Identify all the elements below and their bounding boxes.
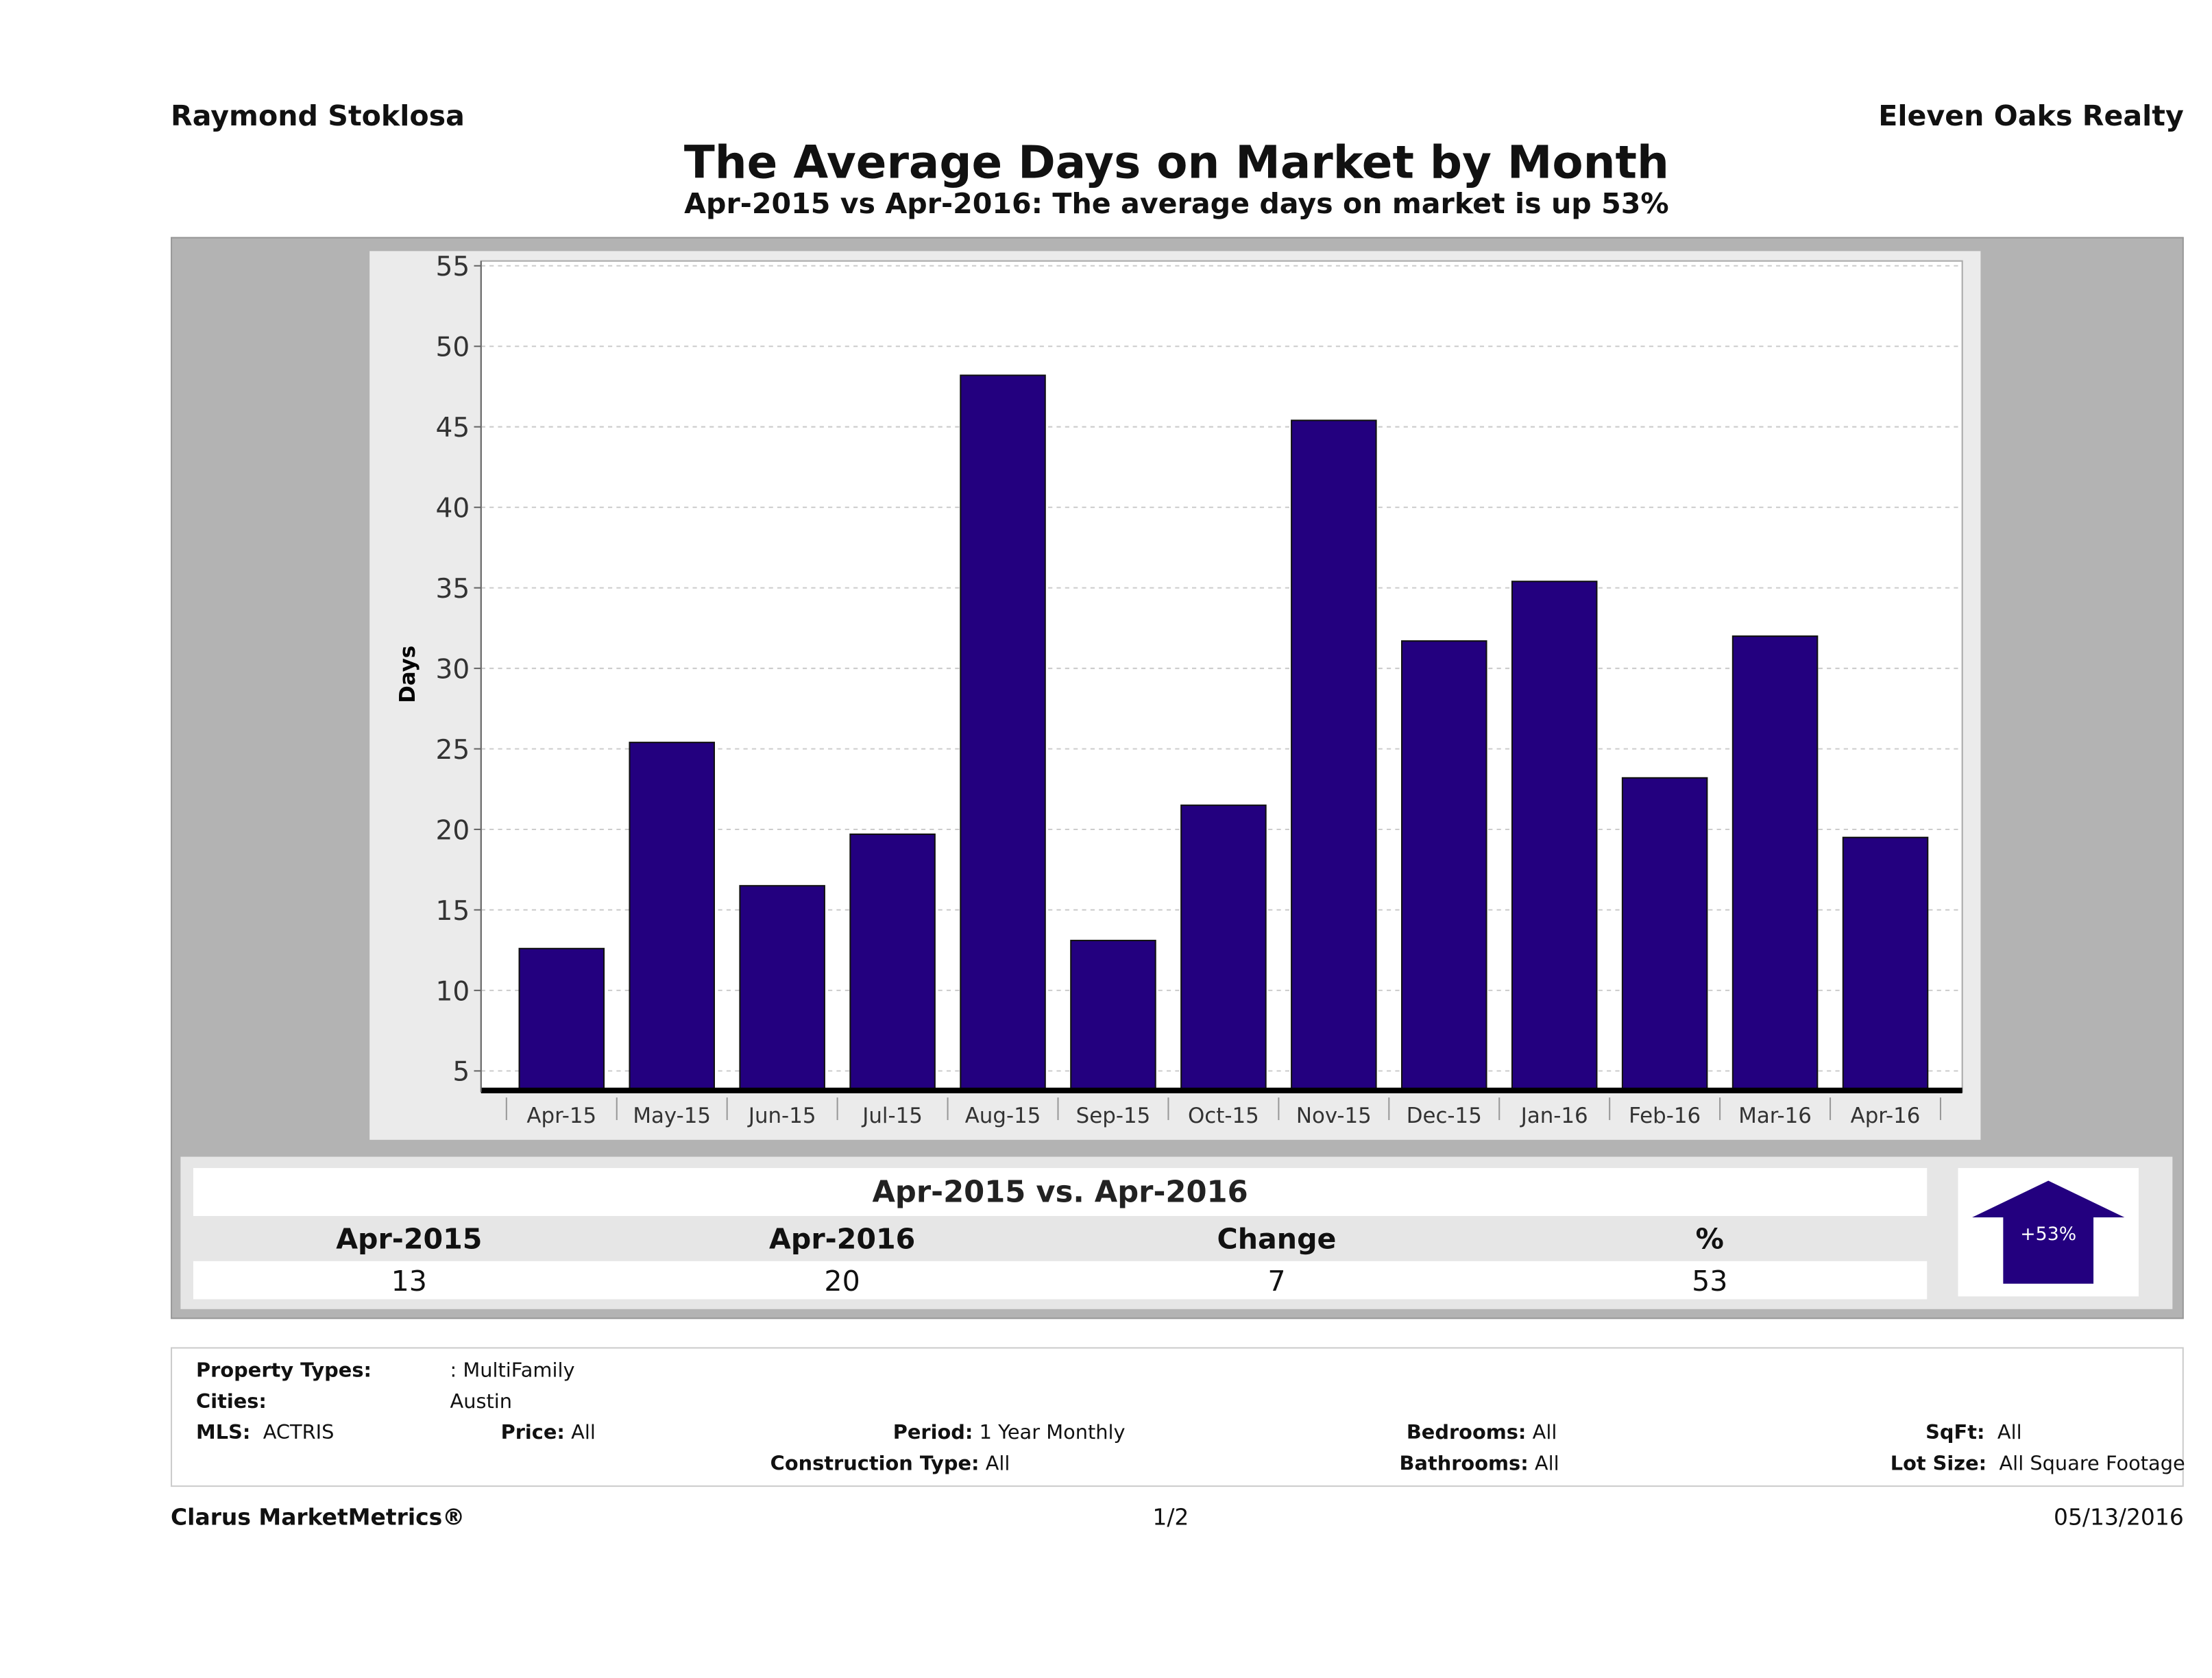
company-name: Eleven Oaks Realty <box>1878 99 2184 133</box>
filter-summary: Property Types: : MultiFamily Cities: Au… <box>171 1347 2185 1487</box>
comparison-header: Change <box>1217 1221 1337 1256</box>
bedrooms-label: Bedrooms: <box>1406 1422 1527 1445</box>
y-tick-label: 45 <box>436 413 470 443</box>
price-label: Price: <box>500 1422 565 1445</box>
mls-value: ACTRIS <box>263 1422 335 1445</box>
bedrooms-value: All <box>1532 1422 1557 1445</box>
bathrooms-label: Bathrooms: <box>1399 1452 1529 1476</box>
bar-jan-16 <box>1511 581 1598 1093</box>
x-tick-label: Feb-16 <box>1629 1104 1701 1128</box>
x-tick-label: May-15 <box>633 1104 711 1128</box>
construction-value: All <box>985 1452 1010 1476</box>
comparison-title: Apr-2015 vs. Apr-2016 <box>872 1175 1248 1209</box>
cities-value: Austin <box>450 1391 513 1414</box>
x-tick-label: Jan-16 <box>1520 1104 1588 1128</box>
bar-may-15 <box>629 742 715 1093</box>
period-value: 1 Year Monthly <box>979 1422 1126 1445</box>
period-label: Period: <box>892 1422 973 1445</box>
footer-brand: Clarus MarketMetrics® <box>171 1503 465 1531</box>
y-axis-label: Days <box>396 646 420 703</box>
y-tick-label: 55 <box>436 252 470 282</box>
y-tick-label: 5 <box>452 1057 470 1088</box>
y-tick-label: 35 <box>436 574 470 605</box>
x-tick-label: Oct-15 <box>1188 1104 1259 1128</box>
mls-label: MLS: <box>196 1422 251 1445</box>
bar-oct-15 <box>1180 804 1267 1093</box>
page-title: The Average Days on Market by Month <box>683 135 1669 189</box>
price-value: All <box>571 1422 596 1445</box>
x-tick-label: Sep-15 <box>1076 1104 1151 1128</box>
property-types-label: Property Types: <box>196 1359 372 1383</box>
page-subtitle: Apr-2015 vs Apr-2016: The average days o… <box>684 186 1669 221</box>
y-tick-label: 20 <box>436 815 470 846</box>
change-badge: +53% <box>1958 1168 2139 1297</box>
comparison-value: 20 <box>824 1263 860 1298</box>
y-tick-label: 25 <box>436 735 470 766</box>
y-tick-label: 30 <box>436 654 470 685</box>
bar-nov-15 <box>1291 420 1377 1093</box>
comparison-header: Apr-2016 <box>768 1221 916 1256</box>
agent-name: Raymond Stoklosa <box>171 99 465 133</box>
y-tick-label: 50 <box>436 332 470 363</box>
bar-mar-16 <box>1731 635 1819 1093</box>
sqft-label: SqFt: <box>1925 1422 1985 1445</box>
x-tick-label: Jun-15 <box>747 1104 816 1128</box>
x-tick-label: Nov-15 <box>1296 1104 1372 1128</box>
bar-jun-15 <box>739 885 825 1093</box>
bar-chart: 5 10 15 20 25 30 35 40 45 50 55 Apr-15 May-15 Jun-15 J… <box>396 252 1963 1128</box>
x-tick-label: Aug-15 <box>965 1104 1041 1128</box>
y-tick-label: 15 <box>436 896 470 927</box>
construction-label: Construction Type: <box>770 1452 980 1476</box>
sqft-value: All <box>1997 1422 2022 1445</box>
y-tick-label: 10 <box>436 976 470 1007</box>
comparison-table: Apr-2015 vs. Apr-2016 <box>180 1156 2173 1309</box>
lot-size-value: All Square Footage <box>1999 1452 2185 1476</box>
bar-sep-15 <box>1070 940 1156 1093</box>
x-tick-label: Dec-15 <box>1407 1104 1482 1128</box>
comparison-title-row: Apr-2015 vs. Apr-2016 <box>193 1168 1928 1216</box>
bar-dec-15 <box>1401 640 1487 1093</box>
comparison-header: Apr-2015 <box>336 1221 483 1256</box>
x-tick-label: Apr-16 <box>1851 1104 1921 1128</box>
report-date: 05/13/2016 <box>2053 1503 2184 1531</box>
comparison-header: % <box>1695 1221 1724 1256</box>
comparison-value: 13 <box>391 1263 427 1298</box>
bar-feb-16 <box>1621 777 1708 1093</box>
x-tick-label: Jul-15 <box>861 1104 923 1128</box>
lot-size-label: Lot Size: <box>1890 1452 1987 1476</box>
x-tick-label: Mar-16 <box>1738 1104 1812 1128</box>
comparison-value-row <box>193 1261 1928 1300</box>
bar-apr-15 <box>518 947 605 1093</box>
bar-apr-16 <box>1842 836 1929 1093</box>
x-tick-label: Apr-15 <box>526 1104 596 1128</box>
page-number: 1/2 <box>1152 1503 1189 1531</box>
comparison-value: 53 <box>1692 1263 1728 1298</box>
bar-aug-15 <box>960 374 1046 1093</box>
bar-jul-15 <box>849 833 936 1093</box>
bathrooms-value: All <box>1534 1452 1559 1476</box>
y-tick-label: 40 <box>436 494 470 524</box>
comparison-value: 7 <box>1267 1263 1286 1298</box>
cities-label: Cities: <box>196 1391 267 1414</box>
property-types-value: : MultiFamily <box>450 1359 575 1383</box>
change-badge-text: +53% <box>2020 1224 2076 1245</box>
up-arrow-icon: +53% <box>1972 1180 2125 1284</box>
